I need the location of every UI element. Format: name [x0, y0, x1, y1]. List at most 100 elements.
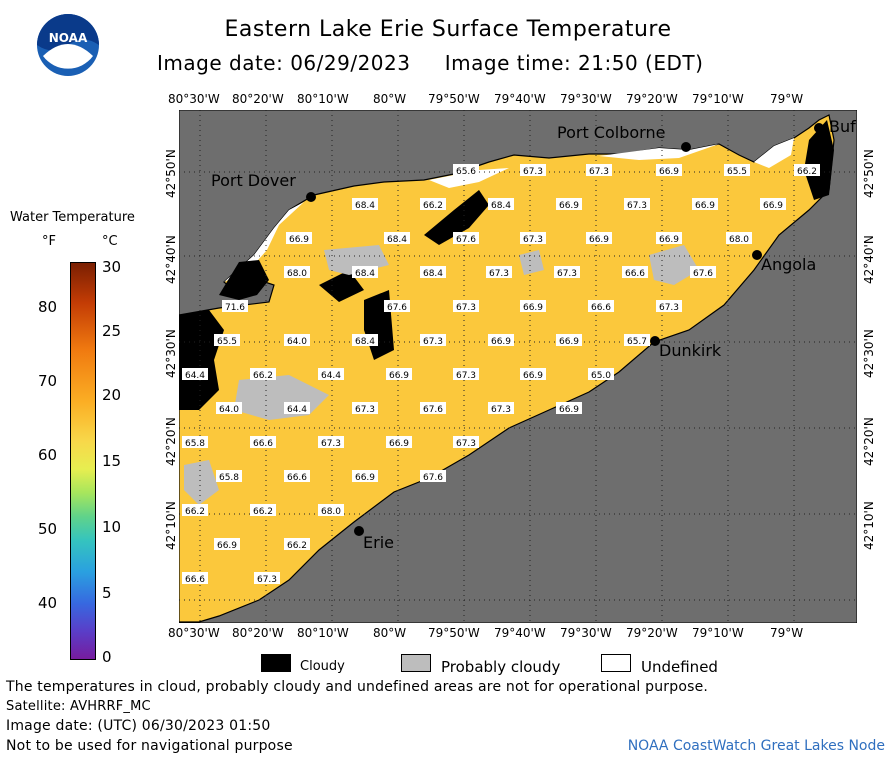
svg-text:64.0: 64.0 [287, 337, 307, 347]
city-marker-port-colborne [681, 142, 691, 152]
temperature-label: 65.6 [453, 164, 479, 177]
temperature-label: 67.3 [520, 164, 546, 177]
temperature-label: 66.9 [214, 538, 240, 551]
city-label-buffalo: Buf [829, 117, 856, 136]
svg-text:67.3: 67.3 [523, 167, 543, 177]
color-scale-bar [70, 262, 96, 660]
temperature-label: 68.4 [420, 266, 446, 279]
temperature-label: 66.9 [286, 232, 312, 245]
svg-text:66.6: 66.6 [591, 303, 611, 313]
page-title: Eastern Lake Erie Surface Temperature [224, 17, 672, 42]
temperature-label: 66.2 [250, 368, 276, 381]
legend-title: Water Temperature [10, 210, 135, 225]
temperature-label: 66.9 [556, 198, 582, 211]
lon-tick-bottom: 79°30'W [560, 626, 612, 640]
temperature-label: 68.4 [352, 266, 378, 279]
svg-text:71.6: 71.6 [225, 303, 245, 313]
temperature-label: 67.3 [554, 266, 580, 279]
lat-tick-left: 42°10'N [164, 501, 178, 550]
legend-f-tick: 80 [38, 298, 58, 316]
cloudy-area [179, 310, 224, 410]
temperature-label: 67.6 [384, 300, 410, 313]
legend-f-tick: 60 [38, 446, 58, 464]
temperature-label: 67.3 [656, 300, 682, 313]
svg-text:66.6: 66.6 [287, 473, 307, 483]
svg-text:66.9: 66.9 [763, 201, 783, 211]
disclaimer-text: The temperatures in cloud, probably clou… [6, 679, 709, 695]
undefined-area [224, 202, 304, 282]
temperature-label: 71.6 [222, 300, 248, 313]
satellite-text: Satellite: AVHRRF_MC [6, 699, 151, 714]
svg-text:68.4: 68.4 [355, 337, 375, 347]
svg-text:67.3: 67.3 [589, 167, 609, 177]
lon-tick-top: 79°10'W [692, 92, 744, 106]
lon-tick-bottom: 79°10'W [692, 626, 744, 640]
graticule [179, 110, 857, 623]
svg-text:67.6: 67.6 [423, 405, 443, 415]
lat-tick-right: 42°20'N [862, 417, 876, 466]
lat-tick-right: 42°10'N [862, 501, 876, 550]
svg-text:67.3: 67.3 [456, 371, 476, 381]
svg-text:68.4: 68.4 [355, 201, 375, 211]
temperature-label: 67.6 [420, 470, 446, 483]
probably-cloudy-area [519, 250, 544, 275]
lon-tick-top: 79°20'W [626, 92, 678, 106]
temperature-label: 65.5 [724, 164, 750, 177]
cloudy-area [804, 120, 834, 200]
svg-text:67.3: 67.3 [491, 405, 511, 415]
svg-text:66.2: 66.2 [253, 371, 273, 381]
temperature-label: 67.3 [488, 402, 514, 415]
temperature-label: 68.0 [284, 266, 310, 279]
lon-tick-top: 79°50'W [428, 92, 480, 106]
temperature-label: 65.0 [588, 368, 614, 381]
temperature-label: 66.6 [182, 572, 208, 585]
temperature-label: 66.9 [488, 334, 514, 347]
svg-text:65.8: 65.8 [185, 439, 205, 449]
lon-tick-top: 80°20'W [232, 92, 284, 106]
city-label-dunkirk: Dunkirk [659, 341, 722, 360]
lon-tick-top: 79°W [770, 92, 804, 106]
lat-tick-right: 42°50'N [862, 149, 876, 198]
svg-text:64.0: 64.0 [219, 405, 239, 415]
lon-tick-bottom: 79°W [770, 626, 804, 640]
svg-text:67.3: 67.3 [557, 269, 577, 279]
temperature-label: 66.9 [386, 436, 412, 449]
svg-text:68.4: 68.4 [491, 201, 511, 211]
temperature-label: 67.6 [453, 232, 479, 245]
legend-c-tick: 0 [102, 648, 112, 666]
lon-tick-bottom: 79°40'W [494, 626, 546, 640]
undefined-area [599, 144, 719, 160]
cloudy-area [424, 190, 489, 245]
svg-text:67.6: 67.6 [387, 303, 407, 313]
temperature-label: 67.3 [624, 198, 650, 211]
city-marker-erie [354, 526, 364, 536]
temperature-label: 67.3 [486, 266, 512, 279]
image-date: Image date: 06/29/2023 [157, 51, 411, 75]
legend-c-tick: 25 [102, 322, 122, 340]
image-date-time: Image date: 06/29/2023 Image time: 21:50… [157, 51, 703, 75]
key-swatch-cloudy [261, 654, 291, 672]
svg-text:68.0: 68.0 [321, 507, 341, 517]
lon-tick-bottom: 80°30'W [168, 626, 220, 640]
key-swatch-probably-cloudy [401, 654, 431, 672]
temperature-label: 68.4 [488, 198, 514, 211]
svg-text:65.5: 65.5 [217, 337, 237, 347]
lon-tick-bottom: 80°W [373, 626, 407, 640]
legend-f-tick: 70 [38, 372, 58, 390]
temperature-label: 67.3 [453, 436, 479, 449]
temperature-labels: 65.6 67.3 67.3 66.9 65.5 66.2 68.4 66.2 68.4 66.9… [182, 164, 820, 585]
temperature-label: 65.8 [216, 470, 242, 483]
city-marker-dunkirk [650, 336, 660, 346]
image-time: Image time: 21:50 (EDT) [444, 51, 704, 75]
svg-text:65.0: 65.0 [591, 371, 611, 381]
legend-unit-c: °C [102, 234, 118, 249]
svg-text:66.9: 66.9 [523, 371, 543, 381]
svg-text:66.2: 66.2 [423, 201, 443, 211]
svg-text:66.9: 66.9 [695, 201, 715, 211]
legend-c-tick: 5 [102, 584, 112, 602]
key-label-cloudy: Cloudy [300, 659, 345, 674]
svg-text:66.9: 66.9 [559, 201, 579, 211]
svg-text:68.0: 68.0 [729, 235, 749, 245]
lon-tick-top: 80°W [373, 92, 407, 106]
temperature-label: 64.4 [284, 402, 310, 415]
